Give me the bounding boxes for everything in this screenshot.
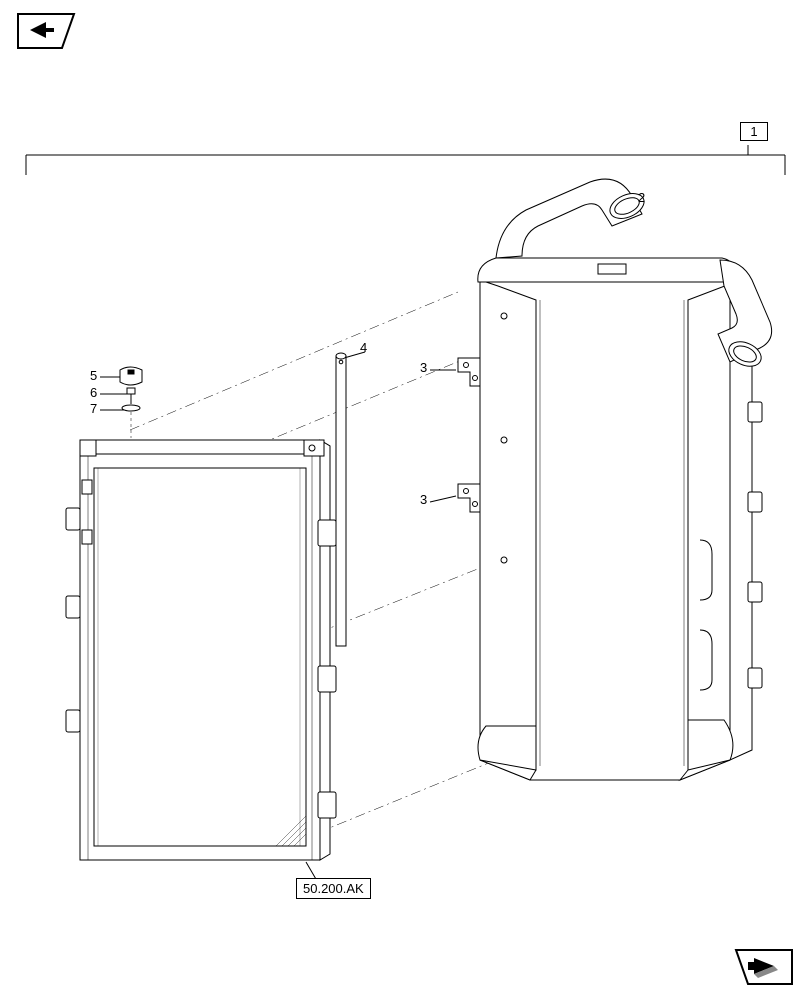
part-seal-strip	[336, 353, 346, 646]
part-bracket-lower	[458, 484, 480, 512]
diagram-canvas	[0, 0, 808, 1000]
part-condenser	[66, 440, 336, 860]
callout-3-lower: 3	[420, 492, 427, 507]
nav-next-icon[interactable]	[736, 950, 792, 984]
callout-7-label: 7	[90, 401, 97, 416]
part-bolt	[127, 388, 135, 404]
callout-5-label: 5	[90, 368, 97, 383]
callout-4-label: 4	[360, 340, 367, 355]
callout-3-upper-label: 3	[420, 360, 427, 375]
callout-1: 1	[740, 122, 768, 141]
part-bracket-upper	[458, 358, 480, 386]
callout-1-label: 1	[740, 122, 768, 141]
callout-6: 6	[90, 385, 97, 400]
callout-5: 5	[90, 368, 97, 383]
reference-box-label: 50.200.AK	[303, 881, 364, 896]
callout-4: 4	[360, 340, 367, 355]
reference-box: 50.200.AK	[296, 878, 371, 899]
assembly-bracket	[26, 145, 785, 175]
part-washer	[122, 405, 140, 411]
nav-prev-icon[interactable]	[18, 14, 74, 48]
callout-3-upper: 3	[420, 360, 427, 375]
part-clamp	[120, 367, 142, 385]
callout-3-lower-label: 3	[420, 492, 427, 507]
callout-2: 2	[638, 190, 645, 205]
part-intercooler	[478, 179, 772, 780]
callout-6-label: 6	[90, 385, 97, 400]
callout-7: 7	[90, 401, 97, 416]
callout-2-label: 2	[638, 190, 645, 205]
